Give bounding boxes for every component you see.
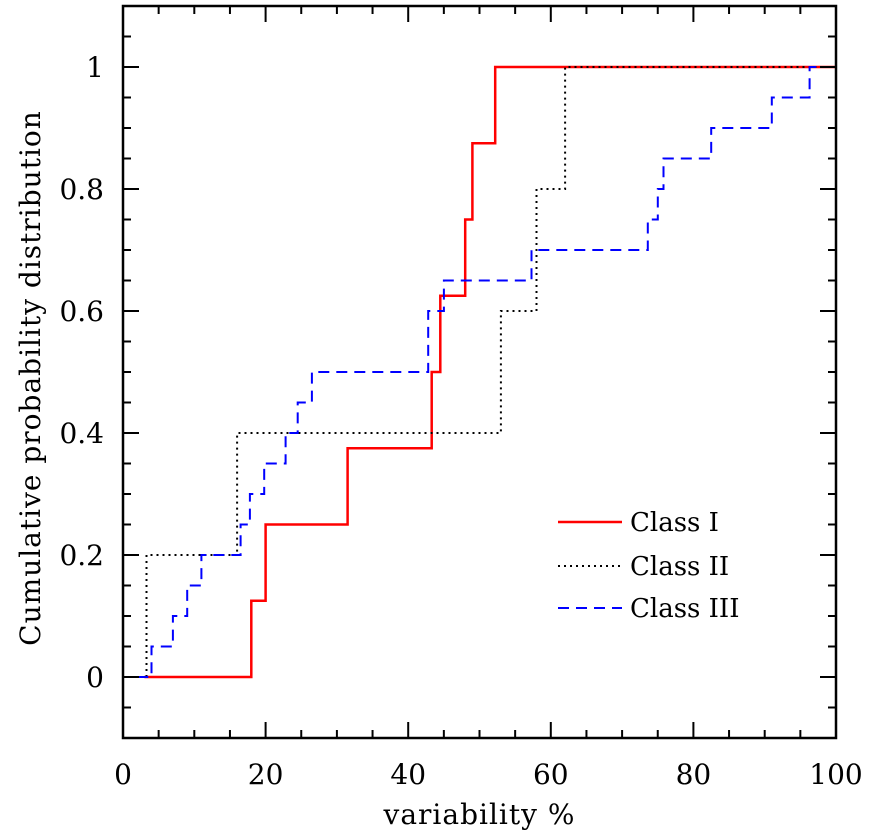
x-tick-label: 40 — [390, 758, 426, 791]
legend-label: Class III — [630, 594, 739, 624]
x-tick-label: 100 — [809, 758, 862, 791]
legend-label: Class I — [630, 508, 719, 538]
x-tick-label: 80 — [676, 758, 712, 791]
tick-labels: 0 20 40 60 80 100 0 0.2 0.4 0.6 0.8 1 — [59, 51, 862, 791]
series-layer — [137, 65, 836, 679]
y-tick-label: 0 — [86, 661, 104, 694]
y-tick-label: 0.6 — [59, 295, 104, 328]
y-tick-label: 1 — [86, 51, 104, 84]
legend: Class I Class II Class III — [558, 508, 739, 624]
plot-frame — [121, 4, 838, 740]
y-tick-label: 0.2 — [59, 539, 104, 572]
legend-label: Class II — [630, 552, 729, 582]
x-axis-label: variability % — [383, 798, 576, 831]
y-tick-label: 0.4 — [59, 417, 104, 450]
y-tick-label: 0.8 — [59, 173, 104, 206]
x-tick-label: 0 — [114, 758, 132, 791]
x-tick-label: 20 — [248, 758, 284, 791]
series-line-class-ii — [145, 66, 836, 677]
ticks-layer — [122, 5, 837, 739]
series-line-class-iii — [137, 66, 836, 678]
series-line-class-i — [144, 65, 836, 679]
x-tick-label: 60 — [533, 758, 569, 791]
y-axis-label: Cumulative probability distribution — [14, 110, 47, 646]
